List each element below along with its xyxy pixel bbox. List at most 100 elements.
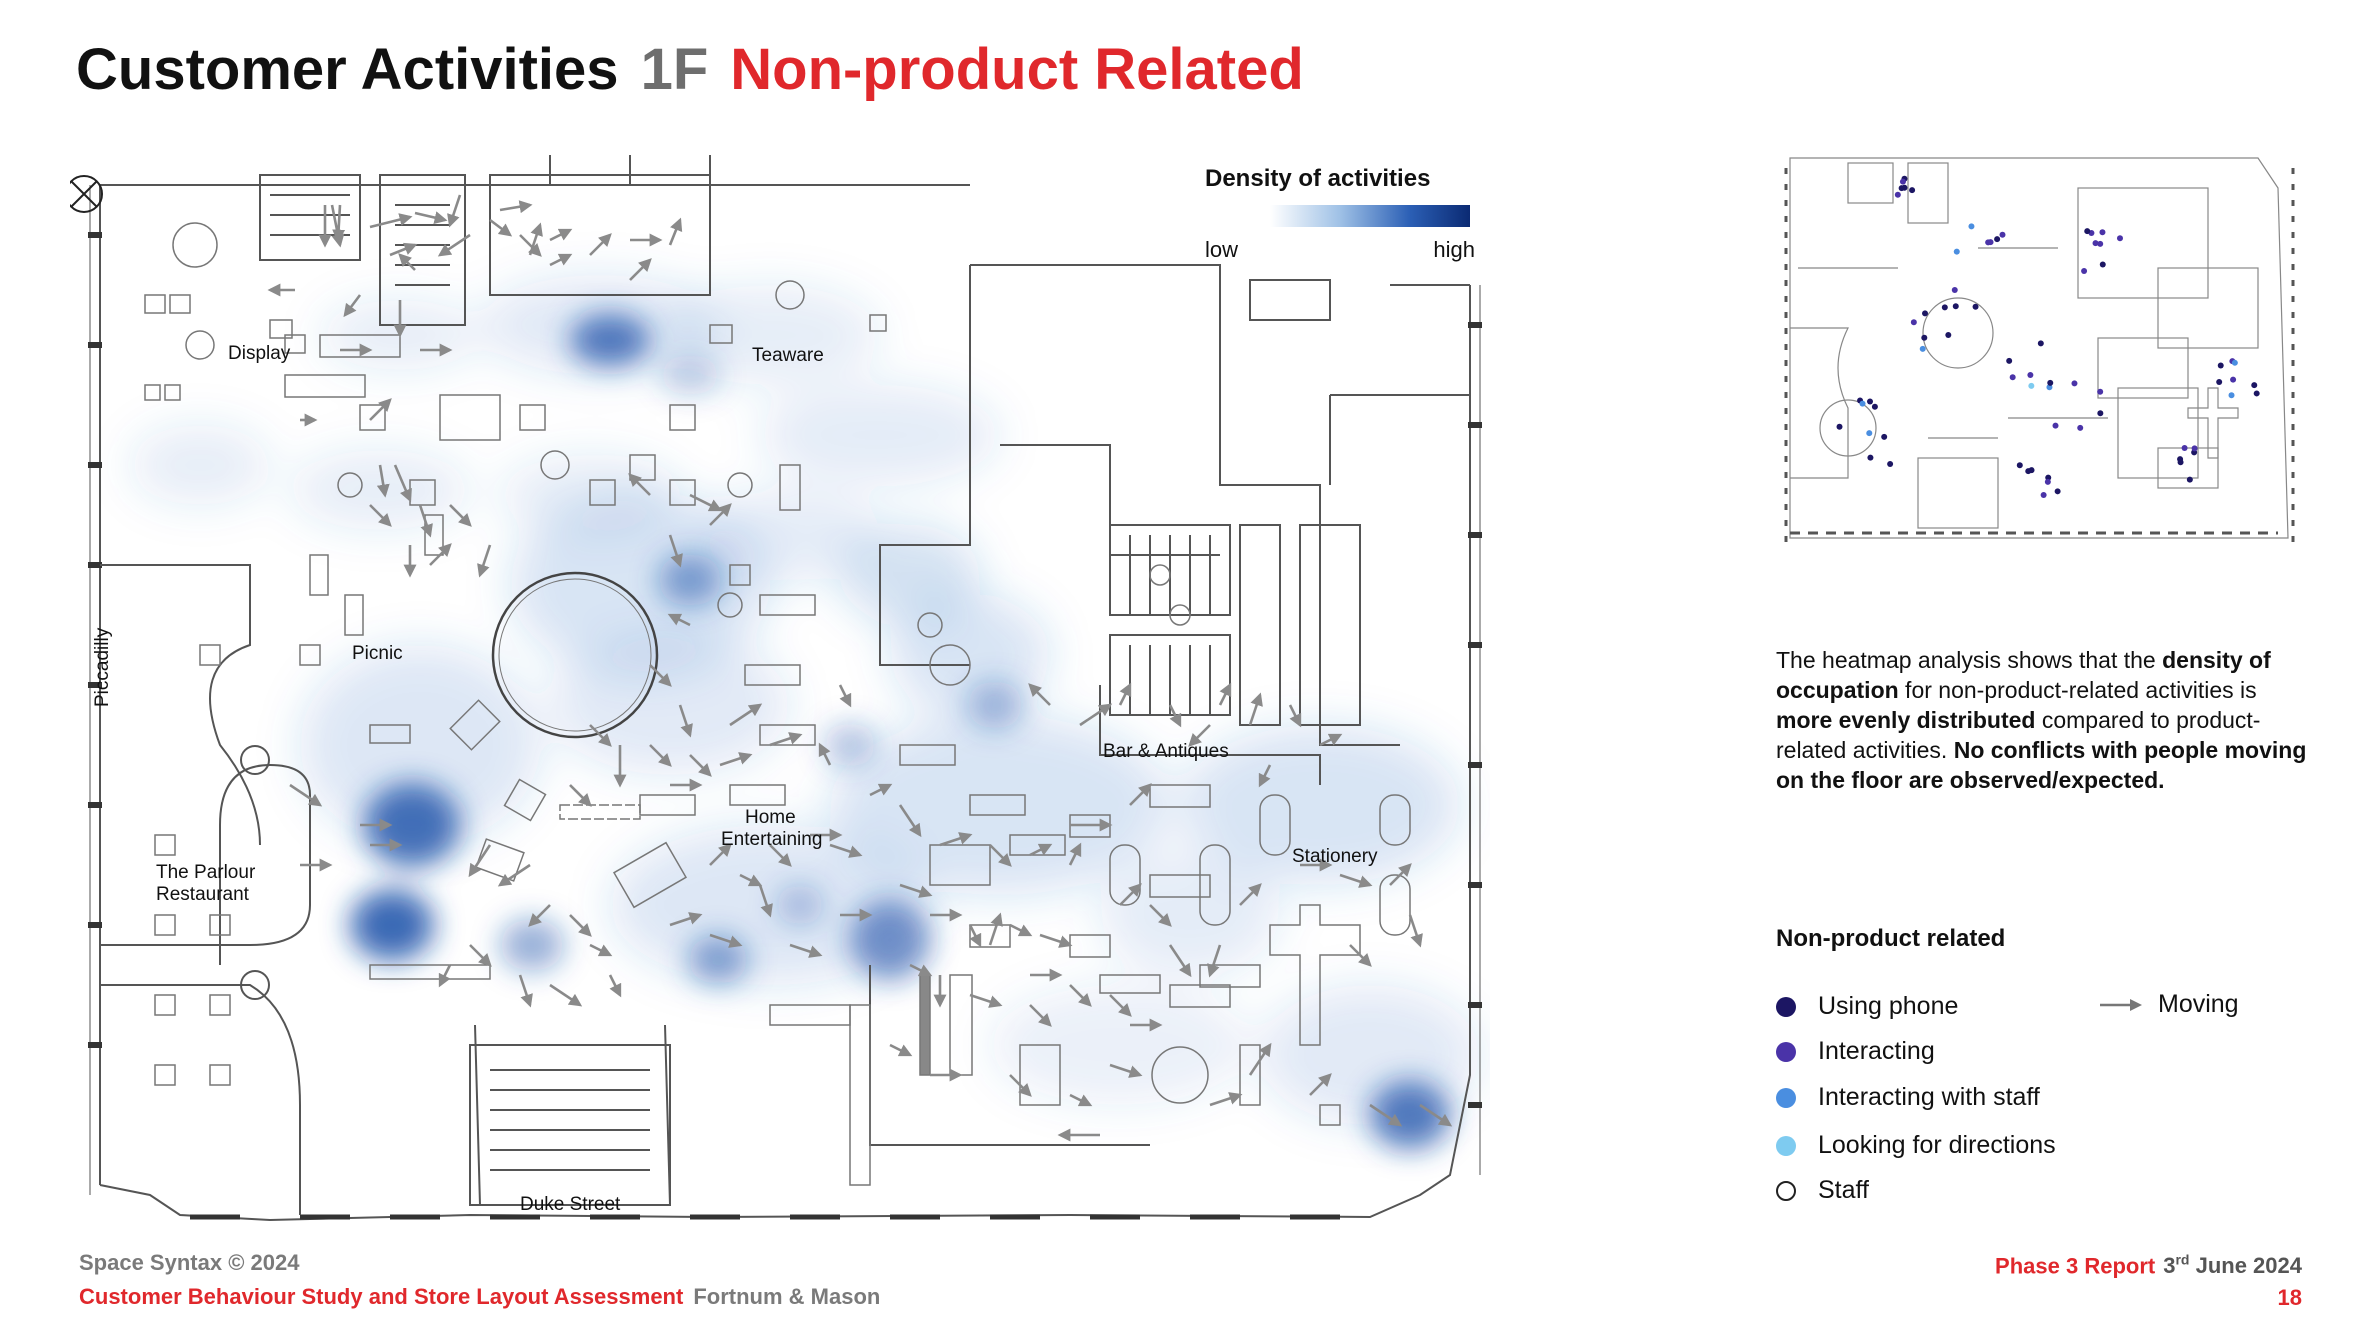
legend-item-interacting-with-staff: Interacting with staff [1776, 1083, 2040, 1112]
movement-arrow [497, 863, 531, 887]
label-display: Display [228, 343, 291, 364]
label-teaware: Teaware [752, 345, 824, 366]
label-home: Home [745, 807, 796, 828]
activity-dot [1887, 461, 1894, 468]
movement-arrow [1248, 1042, 1272, 1076]
footer-client: Fortnum & Mason [693, 1284, 881, 1309]
movement-arrow [709, 503, 732, 526]
activity-dot [1901, 184, 1908, 191]
movement-arrow [469, 944, 492, 967]
legend-dot-interacting [1776, 1041, 1796, 1062]
movement-arrow [667, 613, 691, 627]
activity-dot [1919, 345, 1926, 352]
activity-dot [1894, 191, 1901, 198]
desc-part-1: The heatmap analysis shows that the [1776, 647, 2163, 673]
activity-dot [2047, 379, 2054, 386]
title-subtitle: Non-product Related [730, 37, 1304, 102]
activity-dot [2253, 390, 2260, 397]
legend-label-interacting: Interacting [1818, 1037, 1935, 1065]
legend-item-using-phone: Using phone [1776, 992, 1958, 1021]
movement-arrow [1218, 682, 1232, 706]
movement-arrow [1069, 984, 1092, 1007]
movement-arrow [376, 464, 390, 498]
legend-item-moving: Moving [2098, 990, 2239, 1019]
activity-dot [1922, 310, 1929, 317]
movement-arrow [393, 464, 412, 503]
activity-dots [1836, 175, 2260, 499]
movement-arrow [468, 844, 492, 878]
movement-arrow [1168, 704, 1182, 728]
activity-dot [1941, 304, 1948, 311]
movement-arrows [267, 194, 1453, 1142]
activity-dot [1953, 248, 1960, 255]
footer-page-number: 18 [2277, 1285, 2302, 1311]
mini-map-dot-plan [1784, 157, 2295, 543]
activity-dot [1999, 231, 2006, 238]
desc-part-3: compared to product-related activities. [1776, 707, 2261, 763]
movement-arrow [898, 804, 922, 838]
legend-dot-using-phone [1776, 996, 1796, 1017]
movement-arrow [549, 983, 583, 1007]
movement-arrow [729, 703, 763, 727]
movement-arrow [1029, 843, 1053, 857]
movement-arrow [739, 873, 763, 887]
movement-arrow [1109, 994, 1132, 1017]
label-parlour: The Parlour [156, 862, 256, 883]
density-high-label: high [1433, 237, 1475, 262]
activity-dot [2097, 388, 2104, 395]
density-legend-ends: low high [1205, 237, 1475, 263]
label-duke-street: Duke Street [520, 1194, 621, 1215]
activity-dot [1987, 239, 1994, 246]
activity-dot [2097, 240, 2104, 247]
legend-label-using-phone: Using phone [1818, 992, 1959, 1020]
movement-arrow [1168, 944, 1192, 978]
activity-dot [2191, 445, 2198, 452]
movement-arrow [437, 233, 471, 257]
density-legend-title: Density of activities [1205, 165, 1431, 192]
movement-arrow [629, 258, 652, 281]
activity-dot [1899, 178, 1906, 185]
activity-dot [1909, 187, 1916, 194]
desc-bold-1: density of occupation [1776, 647, 2271, 703]
movement-arrow [668, 217, 683, 246]
movement-arrow [689, 493, 723, 512]
movement-arrow [528, 904, 551, 927]
analysis-description: The heatmap analysis shows that the dens… [1776, 645, 2316, 795]
movement-arrow [447, 194, 462, 228]
movement-arrow [1109, 1063, 1143, 1078]
movement-arrow [1118, 682, 1132, 706]
label-picnic: Picnic [352, 643, 403, 664]
activity-dot [2040, 492, 2047, 499]
movement-arrow [1339, 873, 1373, 888]
movement-arrow [668, 534, 683, 568]
movement-arrow [829, 843, 863, 858]
movement-arrow [1079, 703, 1113, 727]
activity-dot [2028, 382, 2035, 389]
movement-arrow [769, 844, 792, 867]
movement-arrow [1319, 733, 1343, 747]
movement-arrow [988, 912, 1003, 946]
activity-dot [2044, 478, 2051, 485]
movement-arrow [369, 398, 392, 421]
activity-dot [2230, 376, 2237, 383]
activity-dot [2084, 228, 2091, 235]
movement-arrow [1068, 842, 1082, 866]
movement-arrow [369, 213, 413, 229]
movement-arrow [649, 664, 672, 687]
footer-study-line: Customer Behaviour Study and Store Layou… [79, 1284, 880, 1310]
movement-arrow [818, 742, 832, 766]
legend-label-moving: Moving [2158, 990, 2239, 1018]
movement-arrow [589, 724, 612, 747]
movement-arrow [689, 754, 712, 777]
movement-arrow [1039, 933, 1073, 948]
label-stationery: Stationery [1292, 846, 1378, 867]
movement-arrow [589, 943, 613, 957]
activity-dot [1972, 303, 1979, 310]
movement-arrow [899, 883, 933, 898]
movement-arrow [869, 783, 893, 797]
movement-arrow [1009, 1074, 1032, 1097]
density-legend: Density of activities low high [1205, 165, 1475, 263]
movement-arrow [628, 473, 651, 496]
activity-dot [2251, 382, 2258, 389]
legend-item-staff: Staff [1776, 1176, 1869, 1205]
